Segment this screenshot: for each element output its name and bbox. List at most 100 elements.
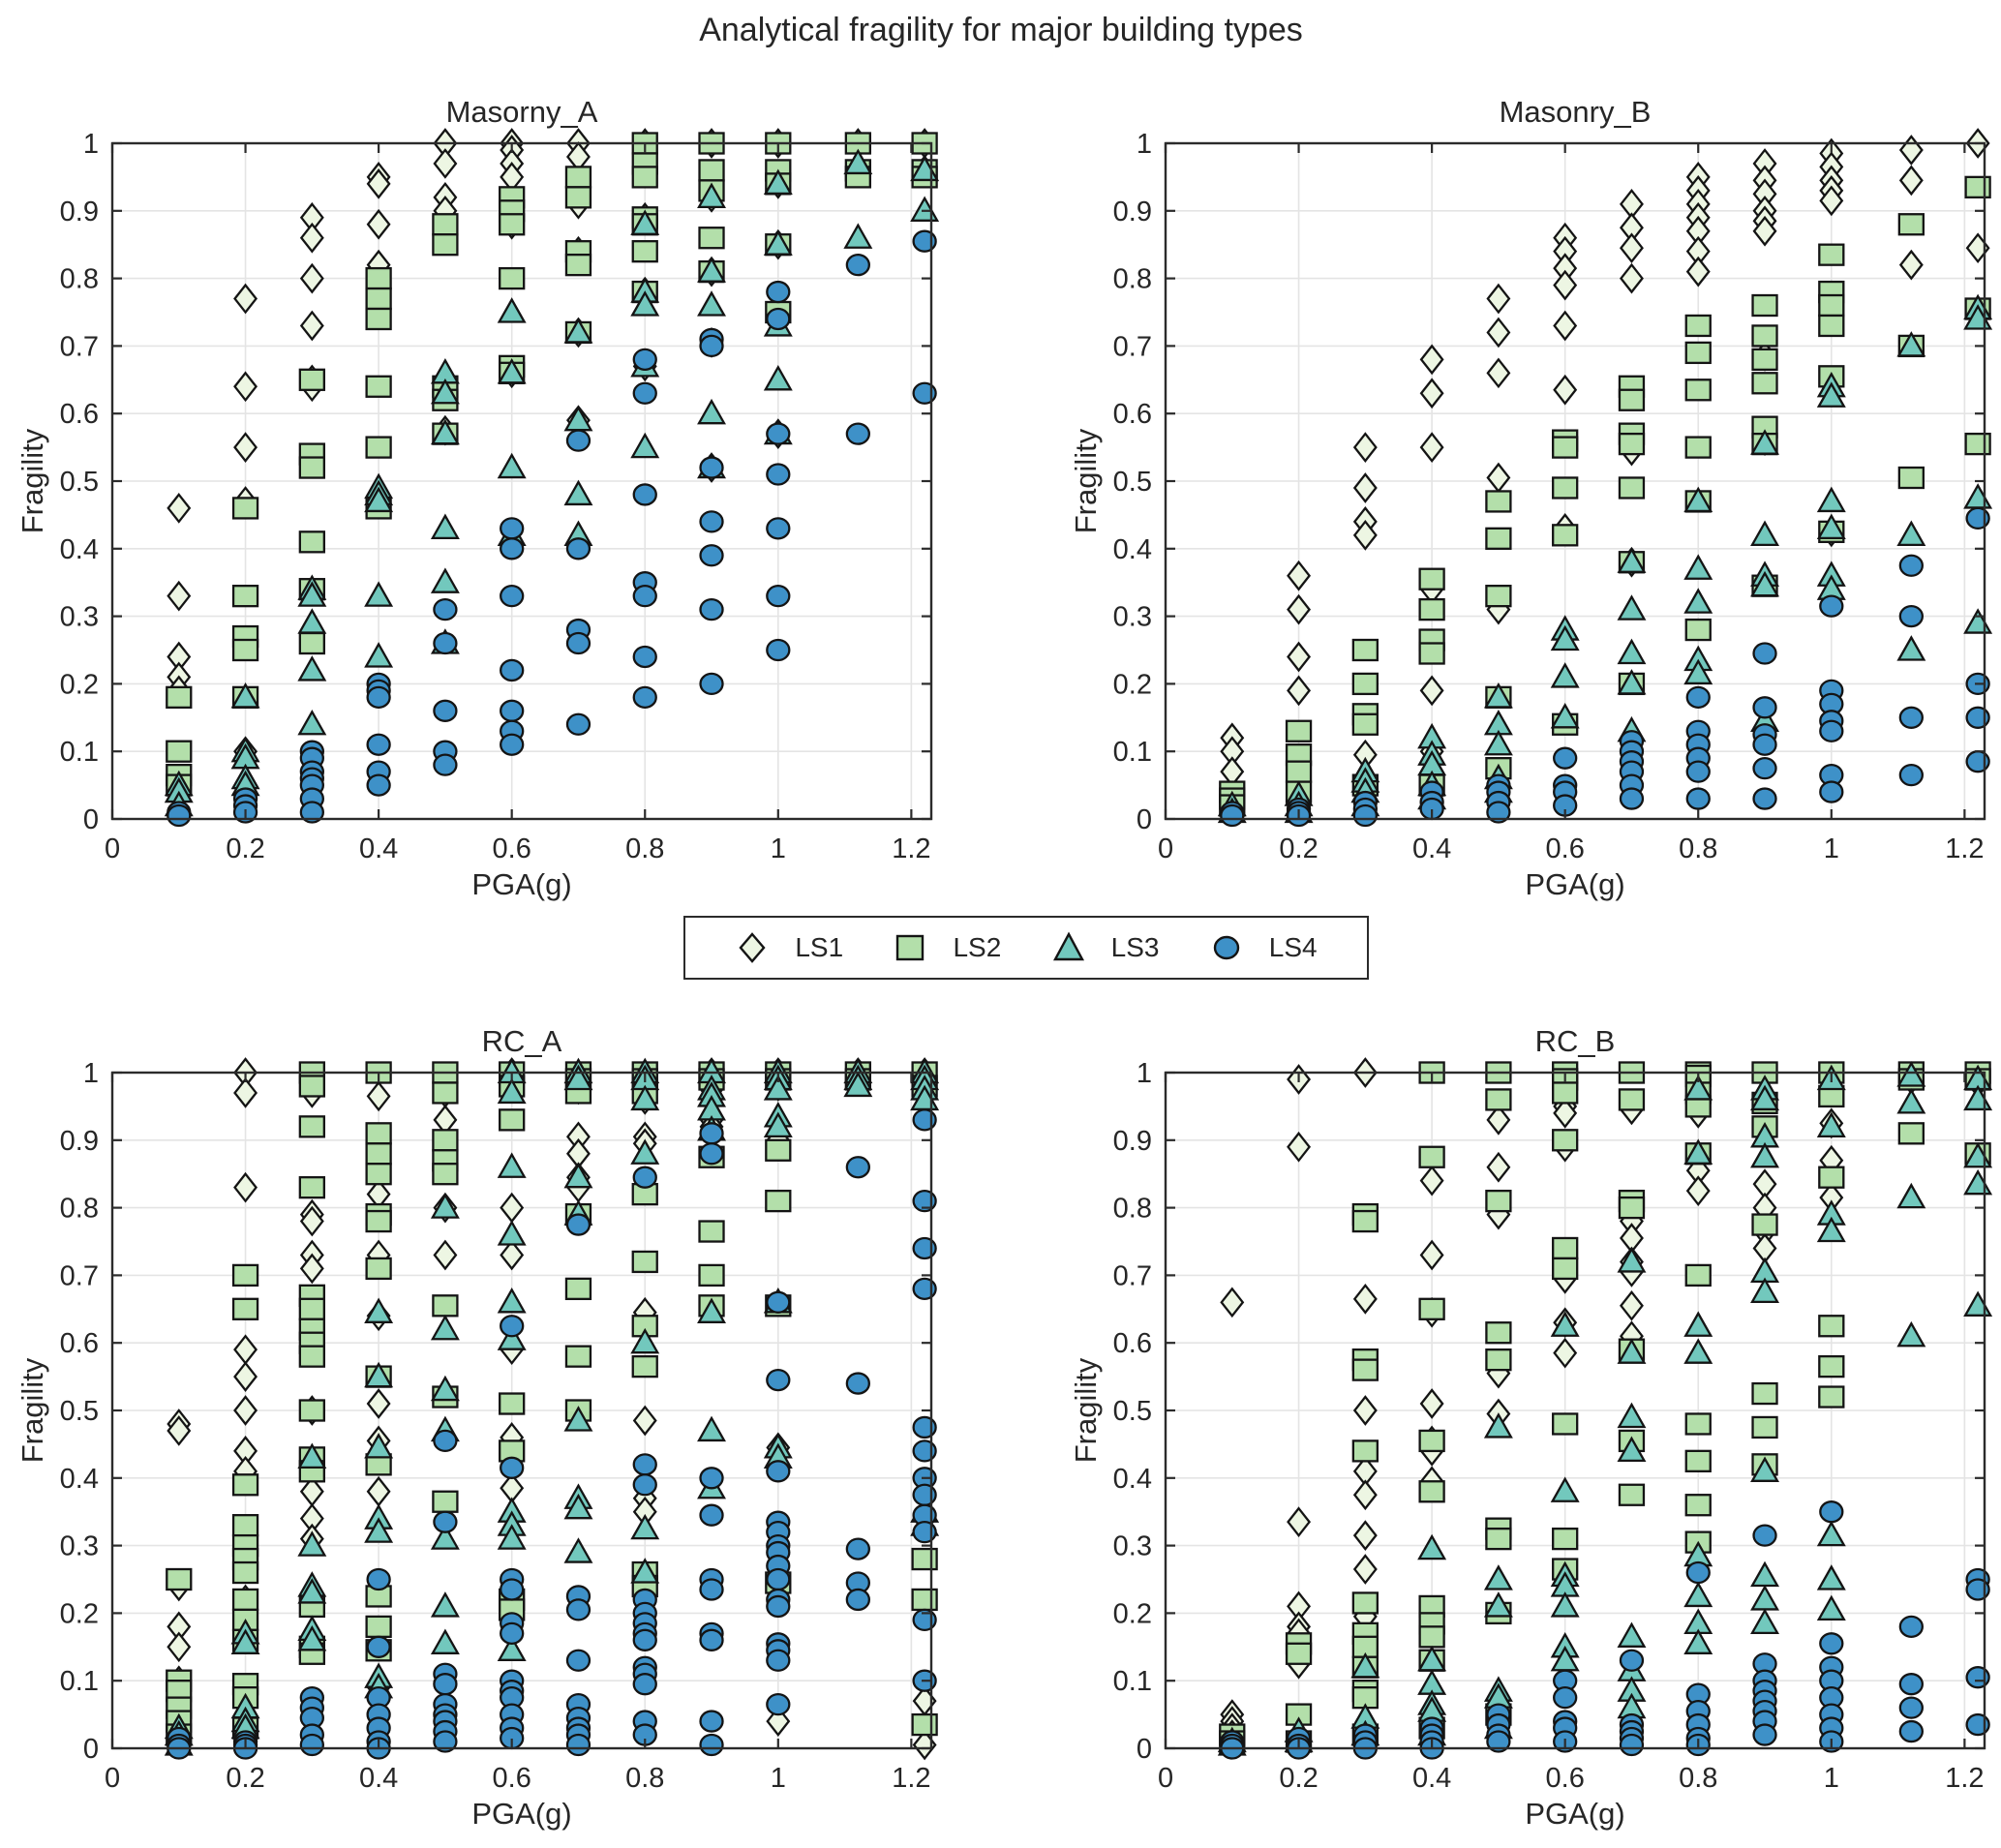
ls1-diamond-marker — [1352, 472, 1378, 503]
ls1-diamond-marker — [500, 1239, 525, 1271]
ls2-square-marker — [1418, 1429, 1445, 1453]
y-tick-label: 0.2 — [60, 669, 99, 700]
y-tick-label: 1 — [83, 1058, 99, 1089]
ls4-circle-marker — [1819, 719, 1844, 742]
ls3-triangle-marker — [297, 1624, 327, 1651]
ls2-square-marker — [1552, 1412, 1579, 1436]
y-tick-label: 1 — [1137, 129, 1152, 160]
ls2-square-marker — [1351, 638, 1379, 662]
ls4-circle-marker — [632, 585, 657, 608]
ls2-square-marker — [231, 1588, 259, 1612]
ls3-triangle-marker — [1550, 662, 1580, 688]
ls3-triangle-marker — [364, 581, 394, 607]
ls1-diamond-marker — [1898, 135, 1924, 166]
x-tick-label: 0.8 — [625, 833, 664, 864]
ls2-square-marker — [1684, 618, 1712, 642]
ls2-square-marker — [365, 1122, 392, 1145]
ls4-circle-marker — [366, 685, 391, 710]
ls3-triangle-marker — [763, 364, 793, 391]
ls3-triangle-marker — [430, 1628, 460, 1654]
ls2-square-marker — [1897, 466, 1925, 490]
ls3-triangle-marker — [1896, 1182, 1926, 1209]
y-tick-label: 0.6 — [60, 1328, 99, 1359]
ls1-diamond-marker — [1419, 1388, 1444, 1419]
ls4-circle-marker — [845, 1537, 870, 1560]
ls3-triangle-marker — [497, 1635, 527, 1661]
ls2-square-marker — [1485, 1189, 1512, 1213]
ls2-square-marker — [298, 1399, 325, 1422]
ls3-triangle-marker — [497, 1524, 527, 1550]
ls2-square-marker — [231, 1514, 259, 1537]
y-tick-label: 0.4 — [1113, 1464, 1152, 1495]
ls2-square-marker — [231, 1560, 259, 1585]
x-tick-label: 0.4 — [1412, 1763, 1451, 1794]
ls3-triangle-marker — [364, 642, 394, 668]
y-tick-label: 0.9 — [60, 1126, 99, 1157]
ls3-triangle-marker — [1896, 331, 1926, 357]
ls3-triangle-marker — [1483, 682, 1513, 709]
ls4-circle-marker — [1352, 803, 1378, 828]
ls1-diamond-marker — [299, 310, 324, 342]
ls2-square-marker — [1485, 527, 1512, 550]
ls2-square-marker — [298, 1297, 325, 1320]
ls1-diamond-marker — [1220, 1287, 1245, 1318]
subplot-title-rc-b: RC_B — [1534, 1024, 1616, 1058]
ls4-circle-marker — [565, 1598, 591, 1621]
ls3-triangle-marker — [297, 581, 327, 607]
series-LS2 — [1219, 175, 1991, 817]
y-tick-label: 0.1 — [1113, 737, 1152, 768]
ls2-square-marker — [911, 1588, 938, 1612]
ls1-diamond-marker — [366, 1388, 391, 1419]
ls3-triangle-marker — [1617, 1621, 1647, 1648]
ls3-triangle-marker — [1896, 635, 1926, 661]
x-tick-label: 0.4 — [359, 1763, 398, 1794]
ls3-triangle-marker — [430, 1314, 460, 1341]
ls3-triangle-marker — [1816, 1594, 1846, 1621]
ls3-triangle-marker — [497, 1152, 527, 1178]
ls3-triangle-marker — [297, 709, 327, 736]
ls4-circle-marker — [632, 685, 657, 710]
ls3-triangle-marker — [1750, 1456, 1779, 1482]
ls2-square-marker — [1818, 1385, 1845, 1409]
ls1-diamond-marker — [299, 222, 324, 254]
ls4-circle-marker — [1898, 1696, 1924, 1719]
ls4-circle-marker — [1685, 685, 1711, 710]
ls2-square-marker — [1684, 1412, 1712, 1436]
ls3-triangle-marker — [1816, 1111, 1846, 1137]
ls1-diamond-marker — [1287, 1506, 1312, 1538]
y-axis-label: Fragility — [1069, 428, 1103, 534]
ls4-circle-marker — [366, 773, 391, 797]
ls4-circle-marker — [500, 1315, 525, 1338]
legend-item-ls2: LS2 — [893, 928, 1001, 967]
series-LS1 — [1220, 1057, 1990, 1750]
ls1-diamond-marker — [167, 1631, 192, 1663]
subplot-title-masorny-a: Masorny_A — [445, 95, 598, 129]
ls3-triangle-marker — [430, 567, 460, 593]
x-tick-label: 0.2 — [226, 833, 264, 864]
x-tick-label: 0 — [105, 833, 120, 864]
ls1-diamond-marker — [433, 1239, 458, 1271]
ls1-diamond-marker — [632, 1405, 657, 1437]
ls3-triangle-marker — [1963, 608, 1993, 634]
ls3-triangle-marker — [1683, 588, 1713, 614]
ls3-triangle-marker — [763, 229, 793, 256]
plot-area: 0 0.2 0.4 0.6 0.8 1 1.2 0 0.1 0.2 0.3 0.4 0.5 0.6 0.7 0… — [1113, 128, 1993, 864]
y-tick-label: 0.9 — [1113, 197, 1152, 227]
ls3-triangle-marker — [1750, 1560, 1779, 1588]
x-tick-label: 1.2 — [892, 1763, 930, 1794]
ls2-square-marker — [166, 1567, 193, 1591]
ls2-square-marker — [698, 1220, 725, 1243]
y-tick-label: 0.1 — [60, 1666, 99, 1697]
ls1-diamond-marker — [1685, 1175, 1711, 1207]
ls3-triangle-marker — [1350, 1651, 1380, 1679]
ls2-square-marker — [1751, 372, 1778, 395]
legend-item-ls4: LS4 — [1209, 928, 1318, 967]
ls3-triangle-marker — [1896, 1320, 1926, 1348]
ls4-circle-marker — [766, 422, 791, 445]
ls3-triangle-marker — [1683, 1581, 1713, 1608]
ls4-circle-marker — [366, 1567, 391, 1591]
ls3-triangle-marker — [697, 1415, 726, 1442]
ls4-circle-marker — [1220, 803, 1245, 828]
figure-title: Analytical fragility for major building … — [699, 12, 1303, 48]
y-tick-label: 0.5 — [1113, 467, 1152, 498]
